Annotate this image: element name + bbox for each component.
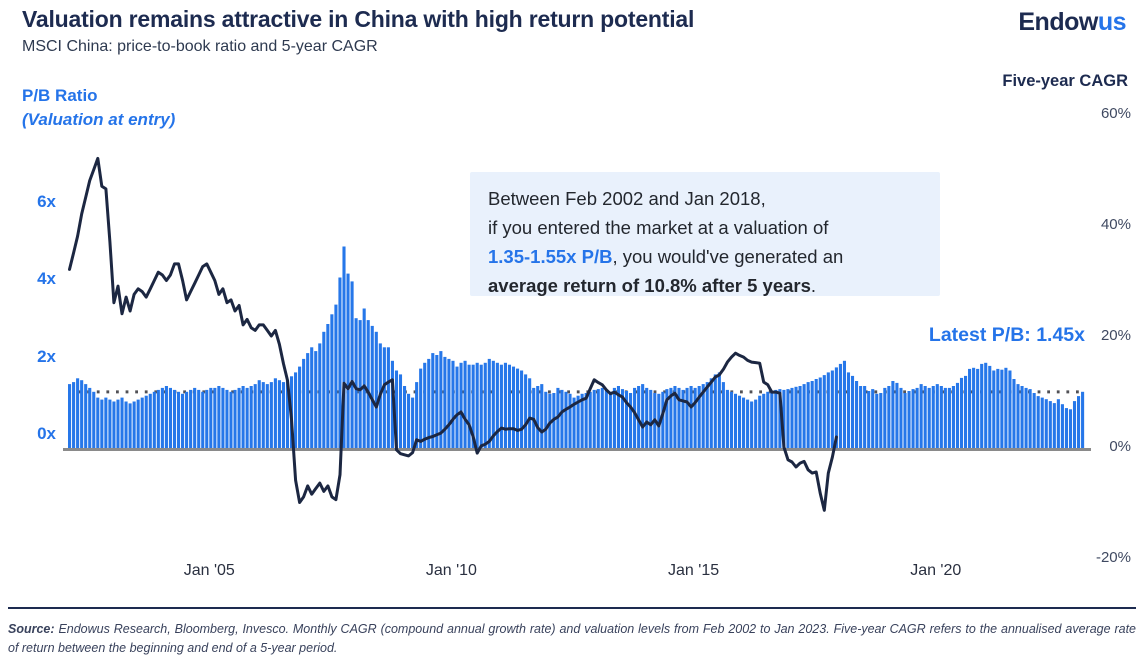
footer-separator	[8, 607, 1136, 609]
page-title: Valuation remains attractive in China wi…	[22, 6, 695, 32]
right-axis-tick--20%: -20%	[1095, 549, 1131, 566]
annotation-box: Between Feb 2002 and Jan 2018, if you en…	[470, 172, 940, 296]
page-subtitle: MSCI China: price-to-book ratio and 5-ye…	[22, 38, 378, 55]
left-axis-tick-6x: 6x	[37, 191, 56, 211]
annotation-line2: if you entered the market at a valuation…	[488, 217, 829, 238]
footer-source-text: Endowus Research, Bloomberg, Invesco. Mo…	[8, 622, 1136, 656]
annotation-bold: average return of 10.8% after 5 years	[488, 275, 811, 296]
left-axis-title-line2: (Valuation at entry)	[22, 110, 176, 129]
x-axis-tick-Jan20: Jan '20	[910, 562, 962, 579]
logo-text-dark: Endow	[1018, 8, 1098, 36]
x-axis-tick-Jan15: Jan '15	[668, 562, 720, 579]
right-axis-tick-60%: 60%	[1100, 105, 1131, 122]
annotation-text: Between Feb 2002 and Jan 2018, if you en…	[470, 172, 940, 300]
left-axis-tick-4x: 4x	[37, 269, 56, 288]
left-axis-title: P/B Ratio (Valuation at entry)	[22, 84, 175, 132]
right-axis-tick-20%: 20%	[1100, 327, 1131, 344]
annotation-line3-rest: , you would've generated an	[612, 246, 844, 267]
left-axis-title-line1: P/B Ratio	[22, 86, 98, 105]
annotation-line1: Between Feb 2002 and Jan 2018,	[488, 188, 766, 209]
x-axis-tick-Jan05: Jan '05	[183, 562, 235, 579]
footer-source-label: Source:	[8, 622, 55, 636]
left-axis-tick-2x: 2x	[37, 346, 56, 366]
logo-text-blue: us	[1097, 8, 1127, 36]
annotation-highlight: 1.35-1.55x P/B	[488, 246, 613, 267]
right-axis-title: Five-year CAGR	[1002, 72, 1128, 90]
endowus-logo: Endowus	[1018, 8, 1126, 37]
right-axis-tick-0%: 0%	[1109, 438, 1131, 455]
x-axis-tick-Jan10: Jan '10	[425, 562, 477, 579]
annotation-line4-end: .	[810, 275, 817, 296]
left-axis-tick-0x: 0x	[37, 424, 56, 443]
latest-pb-label: Latest P/B: 1.45x	[928, 324, 1085, 346]
cagr-line	[68, 156, 838, 512]
footer-source-note: Source: Endowus Research, Bloomberg, Inv…	[8, 620, 1136, 659]
pb-ratio-bars	[68, 246, 1085, 449]
right-axis-tick-40%: 40%	[1100, 216, 1131, 233]
